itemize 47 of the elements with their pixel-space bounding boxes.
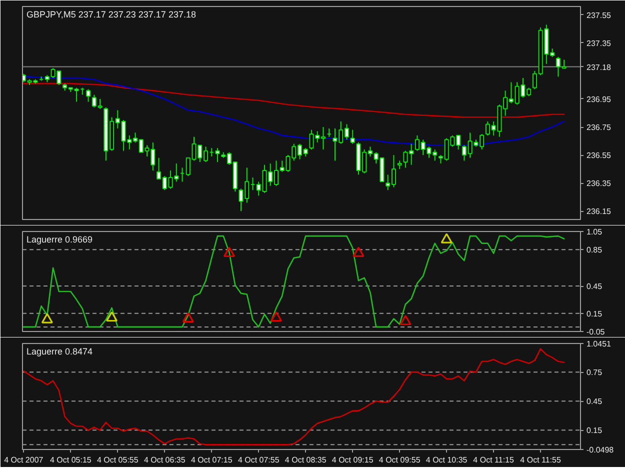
x-tick-label: 4 Oct 2007 xyxy=(4,456,44,464)
y-tick-label: 236.95 xyxy=(586,94,612,104)
y-tick-label: 0.45 xyxy=(586,282,603,292)
x-tick-label: 4 Oct 05:15 xyxy=(50,456,92,464)
point xyxy=(440,233,452,244)
ref-line-label: 237.18 xyxy=(586,62,612,72)
point xyxy=(41,313,53,324)
y-tick-label: 237.55 xyxy=(586,10,612,20)
line-series xyxy=(23,82,565,118)
y-tick-label: 1.05 xyxy=(586,228,603,236)
line-series xyxy=(23,235,565,328)
y-tick-label: 0.85 xyxy=(586,246,603,255)
y-tick-label: 236.15 xyxy=(586,207,612,216)
x-tick-label: 4 Oct 10:35 xyxy=(426,456,468,464)
candlestick xyxy=(350,129,355,144)
chart-title: Laguerre 0.8474 xyxy=(26,346,93,356)
line-series xyxy=(23,348,565,446)
candlestick xyxy=(86,88,91,102)
point xyxy=(270,311,282,322)
point xyxy=(182,312,194,322)
point xyxy=(223,246,236,258)
point xyxy=(400,314,412,326)
y-tick-label: 236.35 xyxy=(586,179,612,188)
y-tick-label: 0.15 xyxy=(586,309,603,318)
y-tick-label: 237.35 xyxy=(586,38,612,48)
point xyxy=(106,311,118,322)
chart-title: GBPJPY,M5 237.17 237.23 237.17 237.18 xyxy=(26,10,196,20)
x-tick-label: 4 Oct 05:55 xyxy=(96,456,139,464)
x-tick-label: 4 Oct 11:15 xyxy=(473,456,515,464)
y-tick-label: 0.15 xyxy=(586,426,603,436)
x-tick-label: 4 Oct 07:15 xyxy=(190,456,233,464)
y-tick-label: -0.0498 xyxy=(586,446,614,454)
point xyxy=(352,246,364,258)
x-tick-label: 4 Oct 08:35 xyxy=(284,456,327,464)
y-tick-label: -0.05 xyxy=(586,328,606,336)
x-tick-label: 4 Oct 07:55 xyxy=(238,456,280,464)
x-tick-label: 4 Oct 09:15 xyxy=(332,456,374,464)
y-tick-label: 1.0451 xyxy=(586,340,612,348)
x-tick-label: 4 Oct 11:55 xyxy=(520,456,562,464)
y-tick-label: 0.45 xyxy=(586,397,603,406)
x-tick-label: 4 Oct 09:55 xyxy=(378,456,421,464)
line-series xyxy=(23,76,565,146)
y-tick-label: 0.75 xyxy=(586,368,603,378)
x-tick-label: 4 Oct 06:35 xyxy=(144,456,186,464)
y-tick-label: 236.75 xyxy=(586,123,612,132)
y-tick-label: 236.55 xyxy=(586,151,612,160)
chart-title: Laguerre 0.9669 xyxy=(26,234,93,244)
